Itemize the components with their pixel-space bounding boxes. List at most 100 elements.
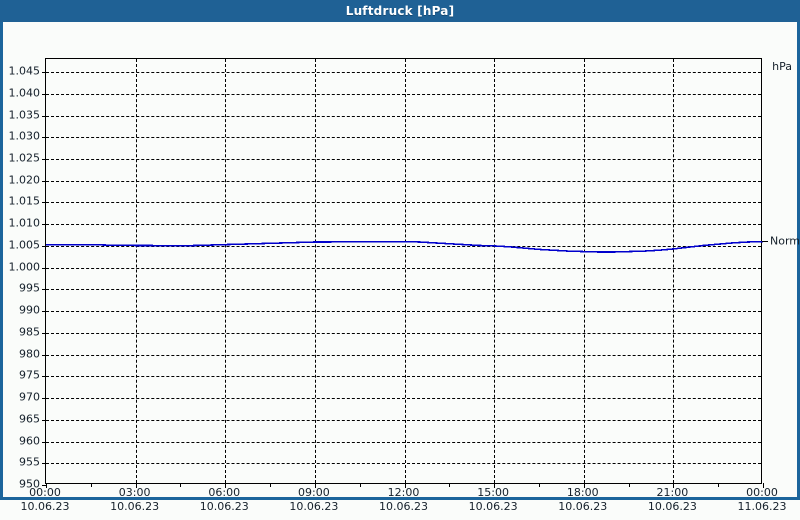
grid-line-horizontal — [46, 419, 761, 421]
x-axis-tick-label: 21:00 10.06.23 — [647, 486, 697, 513]
x-axis-minor-tick — [628, 483, 630, 487]
y-axis-tick-label: 960 — [19, 434, 40, 448]
y-axis-tick-label: 955 — [19, 455, 40, 469]
y-axis-tick-label: 990 — [19, 303, 40, 317]
x-axis-tick — [225, 483, 227, 488]
x-axis-tick — [763, 483, 764, 488]
y-axis-labels: 950 955 960 965 970 975 980 985 990 995 1.000 1.005… — [3, 58, 45, 491]
y-axis-tick-label: 1.030 — [8, 129, 41, 143]
y-axis-tick-label: 1.025 — [8, 151, 41, 165]
x-axis-labels: 00:00 10.06.23 03:00 10.06.23 06:00 10.06.23 0… — [3, 486, 797, 520]
x-axis-tick — [314, 483, 316, 488]
y-axis-tick — [42, 267, 46, 269]
x-axis-tick — [673, 483, 675, 488]
y-axis-tick — [42, 245, 46, 247]
y-axis-unit-label: hPa — [772, 60, 792, 73]
x-axis-tick — [46, 483, 47, 488]
y-axis-tick — [42, 463, 46, 465]
x-axis-tick — [404, 483, 406, 488]
series-normal — [46, 240, 764, 253]
y-axis-tick — [42, 158, 46, 160]
x-axis-tick-label: 12:00 10.06.23 — [379, 486, 428, 513]
page-title: Luftdruck [hPa] — [345, 4, 455, 18]
x-axis-minor-tick — [359, 483, 361, 487]
y-axis-tick — [42, 332, 46, 334]
grid-line-horizontal — [46, 245, 761, 247]
y-axis-tick — [42, 289, 46, 291]
y-axis-tick-label: 1.045 — [8, 64, 41, 78]
series-line — [46, 240, 764, 253]
grid-line-horizontal — [46, 267, 761, 269]
y-axis-tick-label: 1.000 — [8, 260, 41, 274]
normal-legend-label: Normal — [770, 234, 800, 248]
grid-line-horizontal — [46, 115, 761, 117]
grid-lines — [46, 59, 761, 483]
y-axis-tick-label: 1.015 — [8, 194, 41, 208]
grid-line-horizontal — [46, 441, 761, 443]
window-title-bar: Luftdruck [hPa] — [0, 0, 800, 22]
x-axis-tick — [494, 483, 496, 488]
y-axis-tick-label: 1.020 — [8, 173, 41, 187]
grid-line-vertical — [135, 59, 137, 483]
grid-line-horizontal — [46, 158, 761, 160]
x-axis-tick-label: 06:00 10.06.23 — [199, 486, 249, 513]
y-axis-tick-label: 995 — [19, 281, 40, 295]
grid-line-horizontal — [46, 332, 761, 334]
x-axis-tick-label: 03:00 10.06.23 — [110, 486, 160, 513]
y-axis-tick-label: 1.005 — [8, 238, 41, 252]
y-axis-tick-label: 975 — [19, 368, 40, 382]
y-axis-tick — [42, 72, 46, 74]
x-axis-minor-tick — [180, 483, 182, 487]
grid-line-horizontal — [46, 180, 761, 182]
y-axis-tick-label: 1.010 — [8, 216, 41, 230]
x-axis-minor-tick — [538, 483, 540, 487]
x-axis-tick-label: 18:00 10.06.23 — [558, 486, 608, 513]
grid-line-horizontal — [46, 224, 761, 226]
chart-canvas: hPa 950 955 960 965 970 975 980 985 990 995 1.000 1… — [3, 22, 800, 513]
y-axis-tick — [42, 485, 46, 486]
y-axis-tick — [42, 202, 46, 204]
grid-line-horizontal — [46, 463, 761, 465]
y-axis-tick — [42, 376, 46, 378]
y-axis-tick — [42, 354, 46, 356]
y-axis-tick — [42, 137, 46, 139]
grid-line-horizontal — [46, 289, 761, 291]
grid-line-vertical — [494, 59, 496, 483]
grid-line-horizontal — [46, 72, 761, 74]
grid-line-horizontal — [46, 202, 761, 204]
y-axis-tick — [42, 441, 46, 443]
plot-area — [42, 58, 764, 488]
series-layer — [46, 59, 764, 483]
grid-line-horizontal — [46, 93, 761, 95]
x-axis-tick-label: 15:00 10.06.23 — [468, 486, 518, 513]
y-axis-tick — [42, 398, 46, 400]
y-axis-tick — [42, 93, 46, 95]
grid-line-horizontal — [46, 376, 761, 378]
x-axis-minor-tick — [449, 483, 451, 487]
x-axis-minor-tick — [270, 483, 272, 487]
y-axis-tick-label: 965 — [19, 412, 40, 426]
x-axis-tick-label: 09:00 10.06.23 — [289, 486, 339, 513]
y-axis-tick-label: 985 — [19, 325, 40, 339]
y-axis-tick — [42, 115, 46, 117]
grid-line-horizontal — [46, 398, 761, 400]
grid-line-horizontal — [46, 137, 761, 139]
x-axis-tick-label: 00:00 10.06.23 — [20, 486, 70, 513]
grid-line-vertical — [673, 59, 675, 483]
grid-line-vertical — [225, 59, 227, 483]
x-axis-minor-tick — [718, 483, 720, 487]
y-axis-tick-label: 1.035 — [8, 108, 41, 121]
x-axis-minor-tick — [90, 483, 92, 487]
y-axis-tick-label: 1.040 — [8, 86, 41, 100]
y-axis-tick-label: 970 — [19, 390, 40, 404]
x-axis-tick — [583, 483, 585, 488]
y-axis-tick — [42, 419, 46, 421]
grid-line-horizontal — [46, 311, 761, 313]
y-axis-tick — [42, 224, 46, 226]
x-axis-tick-label: 00:00 11.06.23 — [737, 486, 787, 513]
y-axis-tick-label: 950 — [19, 477, 40, 491]
grid-line-vertical — [314, 59, 316, 483]
grid-line-vertical — [404, 59, 406, 483]
grid-line-vertical — [583, 59, 585, 483]
